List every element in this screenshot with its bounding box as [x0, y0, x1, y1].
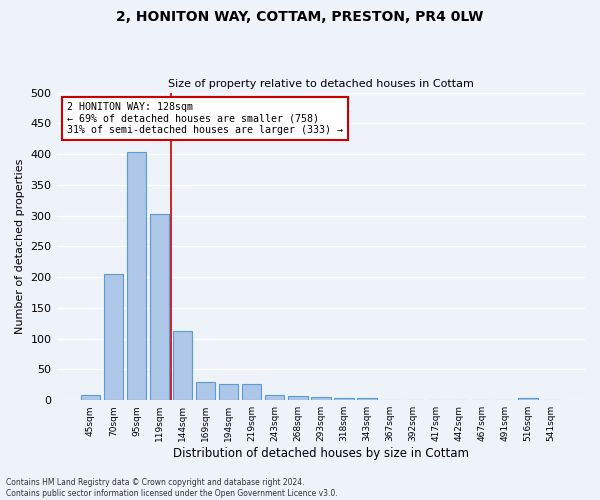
Bar: [80, 394, 100, 400]
Bar: [334, 398, 353, 400]
Bar: [311, 397, 331, 400]
Text: 2 HONITON WAY: 128sqm
← 69% of detached houses are smaller (758)
31% of semi-det: 2 HONITON WAY: 128sqm ← 69% of detached …: [67, 102, 343, 135]
Title: Size of property relative to detached houses in Cottam: Size of property relative to detached ho…: [168, 79, 474, 89]
Text: Contains HM Land Registry data © Crown copyright and database right 2024.
Contai: Contains HM Land Registry data © Crown c…: [6, 478, 338, 498]
Text: 2, HONITON WAY, COTTAM, PRESTON, PR4 0LW: 2, HONITON WAY, COTTAM, PRESTON, PR4 0LW: [116, 10, 484, 24]
Bar: [242, 384, 262, 400]
Bar: [196, 382, 215, 400]
Bar: [104, 274, 123, 400]
Bar: [149, 214, 169, 400]
Bar: [357, 398, 377, 400]
Bar: [265, 396, 284, 400]
Bar: [518, 398, 538, 400]
Bar: [127, 152, 146, 400]
Bar: [173, 330, 193, 400]
Y-axis label: Number of detached properties: Number of detached properties: [15, 158, 25, 334]
X-axis label: Distribution of detached houses by size in Cottam: Distribution of detached houses by size …: [173, 447, 469, 460]
Bar: [219, 384, 238, 400]
Bar: [288, 396, 308, 400]
